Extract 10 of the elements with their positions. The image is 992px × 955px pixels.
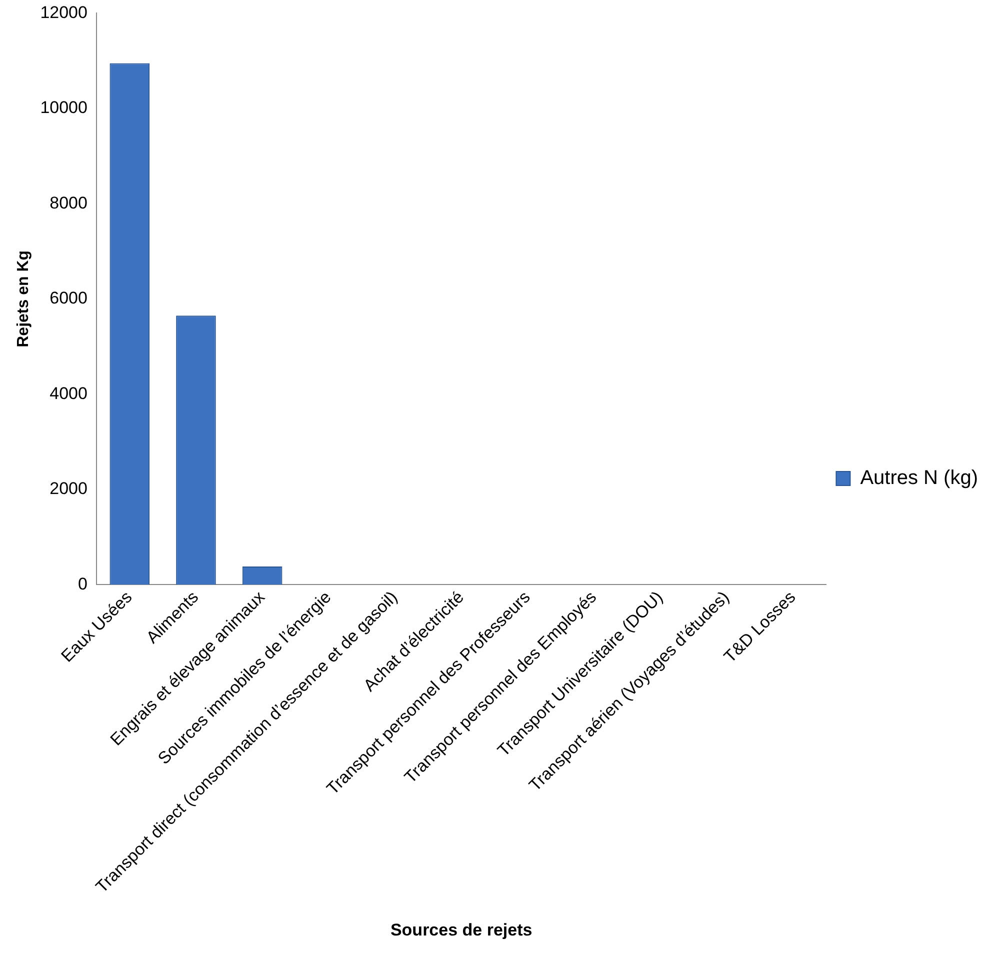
y-tick-label: 8000 [50, 193, 88, 212]
x-axis-title: Sources de rejets [390, 920, 532, 940]
legend-label: Autres N (kg) [860, 467, 978, 490]
y-tick-label: 0 [78, 574, 88, 594]
y-tick-label: 2000 [50, 479, 88, 498]
y-tick-label: 10000 [40, 98, 88, 118]
y-axis-title: Rejets en Kg [15, 250, 32, 348]
y-tick-label: 4000 [50, 384, 88, 403]
y-tick-label: 12000 [40, 2, 88, 22]
y-tick-label: 6000 [50, 288, 88, 308]
